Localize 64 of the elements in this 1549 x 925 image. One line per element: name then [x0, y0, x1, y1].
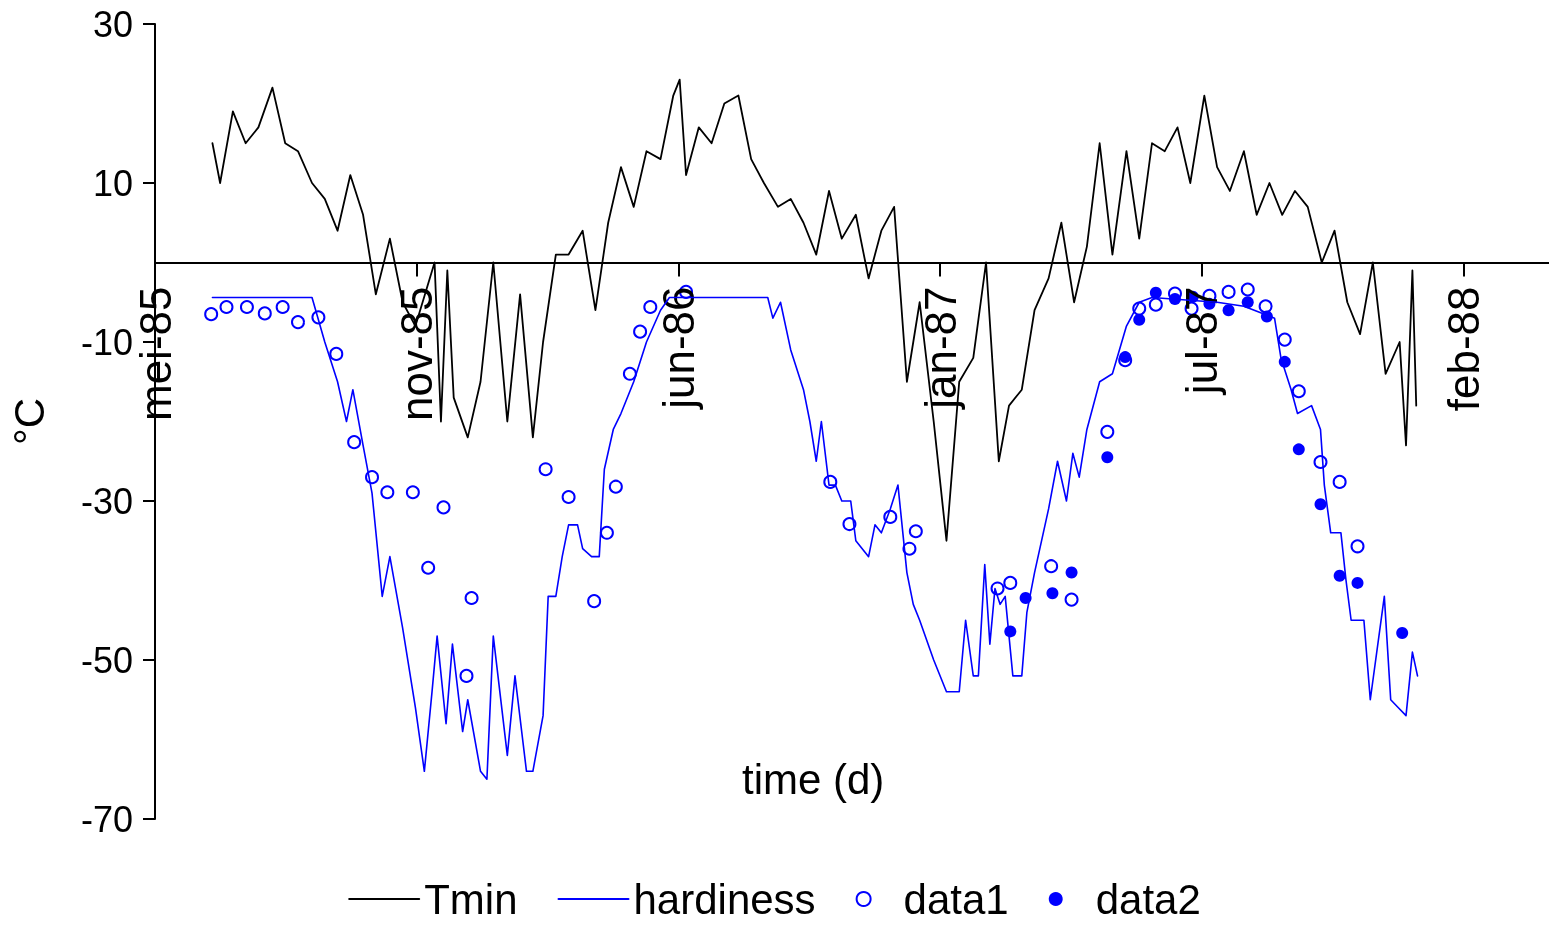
y-axis-title: °C: [5, 397, 53, 446]
point: [405, 485, 420, 500]
point: [1291, 384, 1306, 399]
point: [1133, 313, 1146, 326]
y-tick-label: 30: [92, 3, 133, 45]
point: [257, 306, 272, 321]
point: [1351, 576, 1364, 589]
point: [1064, 592, 1079, 607]
point: [608, 479, 623, 494]
point: [1240, 282, 1255, 297]
point: [421, 560, 436, 575]
point: [464, 590, 479, 605]
point: [1333, 569, 1346, 582]
point: [1277, 332, 1292, 347]
point: [204, 307, 219, 322]
point: [902, 541, 917, 556]
point: [347, 435, 362, 450]
x-tick-label: jan-87: [915, 286, 965, 411]
point: [1350, 539, 1365, 554]
point: [459, 668, 474, 683]
point: [1241, 296, 1254, 309]
x-tick-label: jul-87: [1177, 286, 1227, 397]
point: [1003, 575, 1018, 590]
y-tick-label: 10: [92, 162, 133, 204]
x-tick-label: nov-85: [392, 286, 442, 422]
legend-label: data2: [1095, 875, 1201, 923]
point: [239, 300, 254, 315]
point: [219, 300, 234, 315]
x-tick-label: jun-86: [653, 286, 703, 411]
point: [1046, 587, 1059, 600]
legend-label: hardiness: [633, 875, 816, 923]
legend-label: Tmin: [424, 875, 518, 923]
point: [561, 490, 576, 505]
point: [538, 462, 553, 477]
x-axis-title: time (d): [742, 755, 885, 803]
point: [380, 485, 395, 500]
point: [1332, 474, 1347, 489]
point: [587, 594, 602, 609]
y-tick-label: -50: [80, 639, 133, 681]
point: [1149, 286, 1162, 299]
point: [1396, 626, 1409, 639]
point: [622, 366, 637, 381]
point: [1258, 299, 1273, 314]
point: [329, 346, 344, 361]
point: [643, 300, 658, 315]
y-tick-label: -10: [80, 321, 133, 363]
y-tick-label: -70: [80, 798, 133, 840]
point: [1148, 297, 1163, 312]
point: [1044, 559, 1059, 574]
point: [275, 300, 290, 315]
point: [599, 525, 614, 540]
y-tick-label: -30: [80, 480, 133, 522]
point: [908, 524, 923, 539]
legend-label: data1: [903, 875, 1009, 923]
point: [633, 324, 648, 339]
point: [1100, 424, 1115, 439]
point: [1065, 566, 1078, 579]
point: [436, 500, 451, 515]
point: [1292, 443, 1305, 456]
point: [1101, 451, 1114, 464]
point: [290, 315, 305, 330]
point: [1119, 351, 1132, 364]
x-tick-label: feb-88: [1438, 286, 1488, 412]
point: [1314, 498, 1327, 511]
